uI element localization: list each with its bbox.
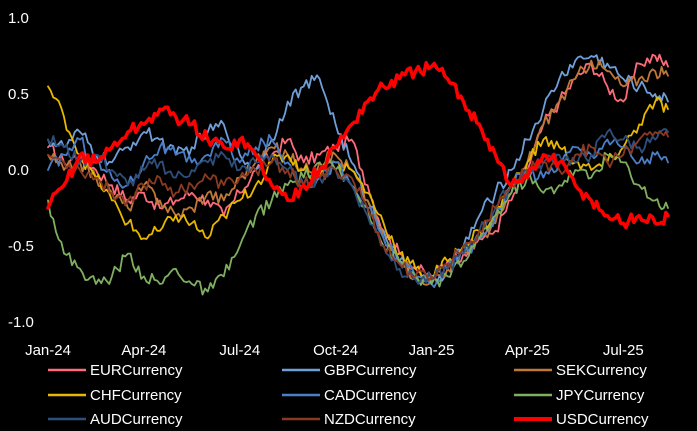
- legend-item-audcurrency: AUDCurrency: [48, 411, 183, 428]
- series-line-nzdcurrency: [47, 130, 669, 282]
- y-tick-label: -1.0: [8, 314, 34, 331]
- y-tick-label: -0.5: [8, 238, 34, 255]
- plot-lines: [46, 53, 670, 296]
- legend-item-chfcurrency: CHFCurrency: [48, 387, 182, 404]
- series-line-jpycurrency: [47, 152, 669, 296]
- legend-item-gbpcurrency: GBPCurrency: [282, 362, 417, 379]
- legend-label: USDCurrency: [556, 411, 649, 428]
- legend: EURCurrency GBPCurrency SEKCurrency CHFCurr…: [48, 362, 649, 428]
- x-tick-label: Apr-24: [121, 342, 166, 359]
- legend-label: GBPCurrency: [324, 362, 417, 379]
- x-tick-label: Apr-25: [505, 342, 550, 359]
- series-line-cadcurrency: [47, 134, 669, 289]
- legend-label: SEKCurrency: [556, 362, 647, 379]
- y-axis: 1.0 0.5 0.0 -0.5 -1.0: [8, 10, 34, 331]
- y-tick-label: 1.0: [8, 10, 29, 27]
- legend-label: EURCurrency: [90, 362, 183, 379]
- series-line-usdcurrency: [46, 60, 670, 230]
- legend-item-usdcurrency: USDCurrency: [514, 411, 649, 428]
- x-tick-label: Jan-25: [409, 342, 455, 359]
- legend-label: NZDCurrency: [324, 411, 416, 428]
- x-tick-label: Jan-24: [25, 342, 71, 359]
- legend-label: CHFCurrency: [90, 387, 182, 404]
- y-tick-label: 0.5: [8, 86, 29, 103]
- series-line-audcurrency: [47, 128, 669, 285]
- x-tick-label: Jul-25: [603, 342, 644, 359]
- x-tick-label: Jul-24: [219, 342, 260, 359]
- y-tick-label: 0.0: [8, 162, 29, 179]
- legend-item-eurcurrency: EURCurrency: [48, 362, 183, 379]
- legend-label: CADCurrency: [324, 387, 417, 404]
- series-line-gbpcurrency: [47, 54, 669, 285]
- legend-item-jpycurrency: JPYCurrency: [514, 387, 645, 404]
- legend-item-sekcurrency: SEKCurrency: [514, 362, 647, 379]
- legend-label: AUDCurrency: [90, 411, 183, 428]
- series-line-chfcurrency: [47, 85, 669, 279]
- x-tick-label: Oct-24: [313, 342, 358, 359]
- x-axis: Jan-24 Apr-24 Jul-24 Oct-24 Jan-25 Apr-25 Jul-…: [25, 342, 644, 359]
- legend-item-cadcurrency: CADCurrency: [282, 387, 417, 404]
- legend-item-nzdcurrency: NZDCurrency: [282, 411, 416, 428]
- legend-label: JPYCurrency: [556, 387, 645, 404]
